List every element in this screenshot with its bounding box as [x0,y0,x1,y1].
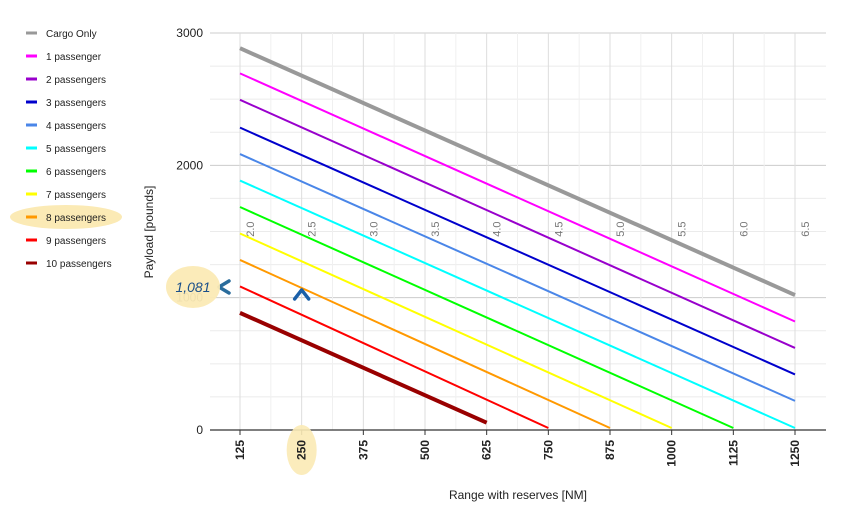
series-line [239,46,796,297]
x-axis-ticks: 125 250 375 500 625 750 875 1000 1125 1250 [233,425,802,475]
legend: Cargo Only 1 passenger 2 passengers 3 passe… [10,29,122,270]
secondary-tick-label: 6.0 [738,221,750,236]
x-tick-label: 1000 [665,440,679,467]
series-line [239,72,796,323]
legend-label: 3 passengers [46,98,106,109]
x-tick-highlight [286,425,317,475]
series-line [239,126,796,376]
y-tick-label: 0 [196,423,203,437]
series-line [239,311,488,425]
secondary-tick-label: 5.0 [615,221,627,236]
legend-highlight [10,205,122,229]
legend-label: 1 passenger [46,52,102,63]
y-axis-label: Payload [pounds] [142,186,156,279]
secondary-tick-label: 3.5 [430,221,442,236]
secondary-tick-label: 3.0 [368,221,380,236]
series-line [239,232,673,429]
series-line [239,179,796,429]
legend-label: 2 passengers [46,75,106,86]
series-line [239,285,549,429]
vertical-arrowhead [292,288,311,301]
legend-label: 9 passengers [46,236,106,247]
x-axis-label: Range with reserves [NM] [449,488,587,502]
x-tick-label: 1125 [726,440,740,466]
x-tick-label: 500 [418,440,432,460]
x-tick-label: 125 [233,440,247,460]
secondary-tick-label: 6.5 [800,221,812,236]
y-tick-label: 3000 [176,26,203,40]
legend-label: 5 passengers [46,144,106,155]
y-axis-ticks: 0100020003000 [176,26,203,437]
x-tick-label: 375 [356,440,370,460]
x-tick-label: 1250 [788,440,802,467]
secondary-tick-label: 4.5 [553,221,565,236]
legend-label: Cargo Only [46,29,97,40]
legend-label: 4 passengers [46,121,106,132]
series-line [239,98,796,349]
secondary-ticks: 2.0 2.5 3.0 3.5 4.0 4.5 5.0 5.5 6.0 6.5 [245,221,812,236]
legend-label: 7 passengers [46,190,106,201]
x-tick-label: 875 [603,440,617,460]
x-tick-label: 750 [541,440,555,460]
legend-label: 6 passengers [46,167,106,178]
legend-label: 8 passengers [46,213,106,224]
secondary-tick-label: 4.0 [492,221,504,236]
annotation-value: 1,081 [175,279,210,295]
legend-label: 10 passengers [46,259,112,270]
secondary-tick-label: 5.5 [677,221,689,236]
series-line [239,153,796,402]
y-tick-label: 2000 [176,158,203,172]
series-line [239,206,734,429]
secondary-tick-label: 2.5 [307,221,319,236]
x-tick-label: 250 [295,440,309,460]
x-tick-label: 625 [480,440,494,460]
annotation-highlight [166,265,220,308]
secondary-tick-label: 2.0 [245,221,257,236]
annotation: 1,081 [166,265,311,428]
